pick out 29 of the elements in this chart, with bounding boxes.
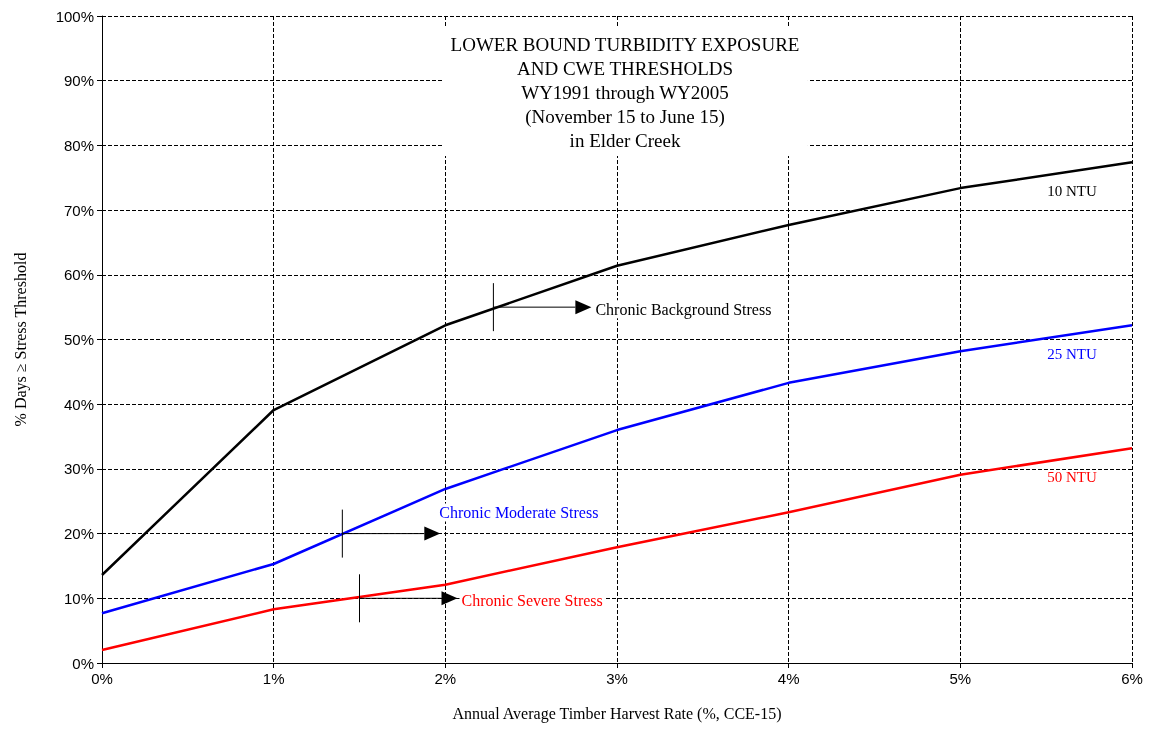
y-tick-label: 30% xyxy=(63,460,94,478)
annotation: Chronic Severe Stress xyxy=(461,591,603,609)
x-tick-label: 5% xyxy=(949,670,972,687)
x-tick-label: 6% xyxy=(1121,670,1143,687)
x-tick-label: 1% xyxy=(262,670,285,687)
x-tick-label: 0% xyxy=(91,670,113,687)
y-tick-label: 0% xyxy=(72,654,94,672)
text: LOWER BOUND TURBIDITY EXPOSURE AND CWE THRESHOLDS WY1991 through WY2005 (November 15 to June 15) in Elder Creek xyxy=(450,33,800,151)
series-label: 50 NTU xyxy=(1047,468,1097,485)
annotation: Chronic Background Stress xyxy=(595,300,772,319)
y-tick-label: 70% xyxy=(63,201,94,219)
x-tick-label: 3% xyxy=(606,670,628,687)
y-tick-label: 80% xyxy=(63,136,94,154)
y-tick-label: 10% xyxy=(63,589,94,607)
y-tick-label: 100% xyxy=(55,7,94,25)
x-axis-title: Annual Average Timber Harvest Rate (%, CCE-15) xyxy=(452,704,782,723)
line-series xyxy=(100,324,1134,615)
series-label: 25 NTU xyxy=(1047,345,1097,362)
x-tick-label: 2% xyxy=(434,670,457,687)
y-tick-label: 20% xyxy=(63,525,94,543)
line-series xyxy=(100,446,1134,652)
series-label: 10 NTU xyxy=(1047,182,1097,199)
y-tick-label: 90% xyxy=(63,72,94,90)
annotation: Chronic Moderate Stress xyxy=(439,504,599,522)
y-tick-label: 60% xyxy=(63,266,94,284)
x-tick-label: 4% xyxy=(777,670,800,687)
y-tick-label: 50% xyxy=(63,331,94,348)
y-tick-label: 40% xyxy=(63,395,94,413)
y-axis-title: % Days ≥ Stress Threshold xyxy=(11,252,30,427)
